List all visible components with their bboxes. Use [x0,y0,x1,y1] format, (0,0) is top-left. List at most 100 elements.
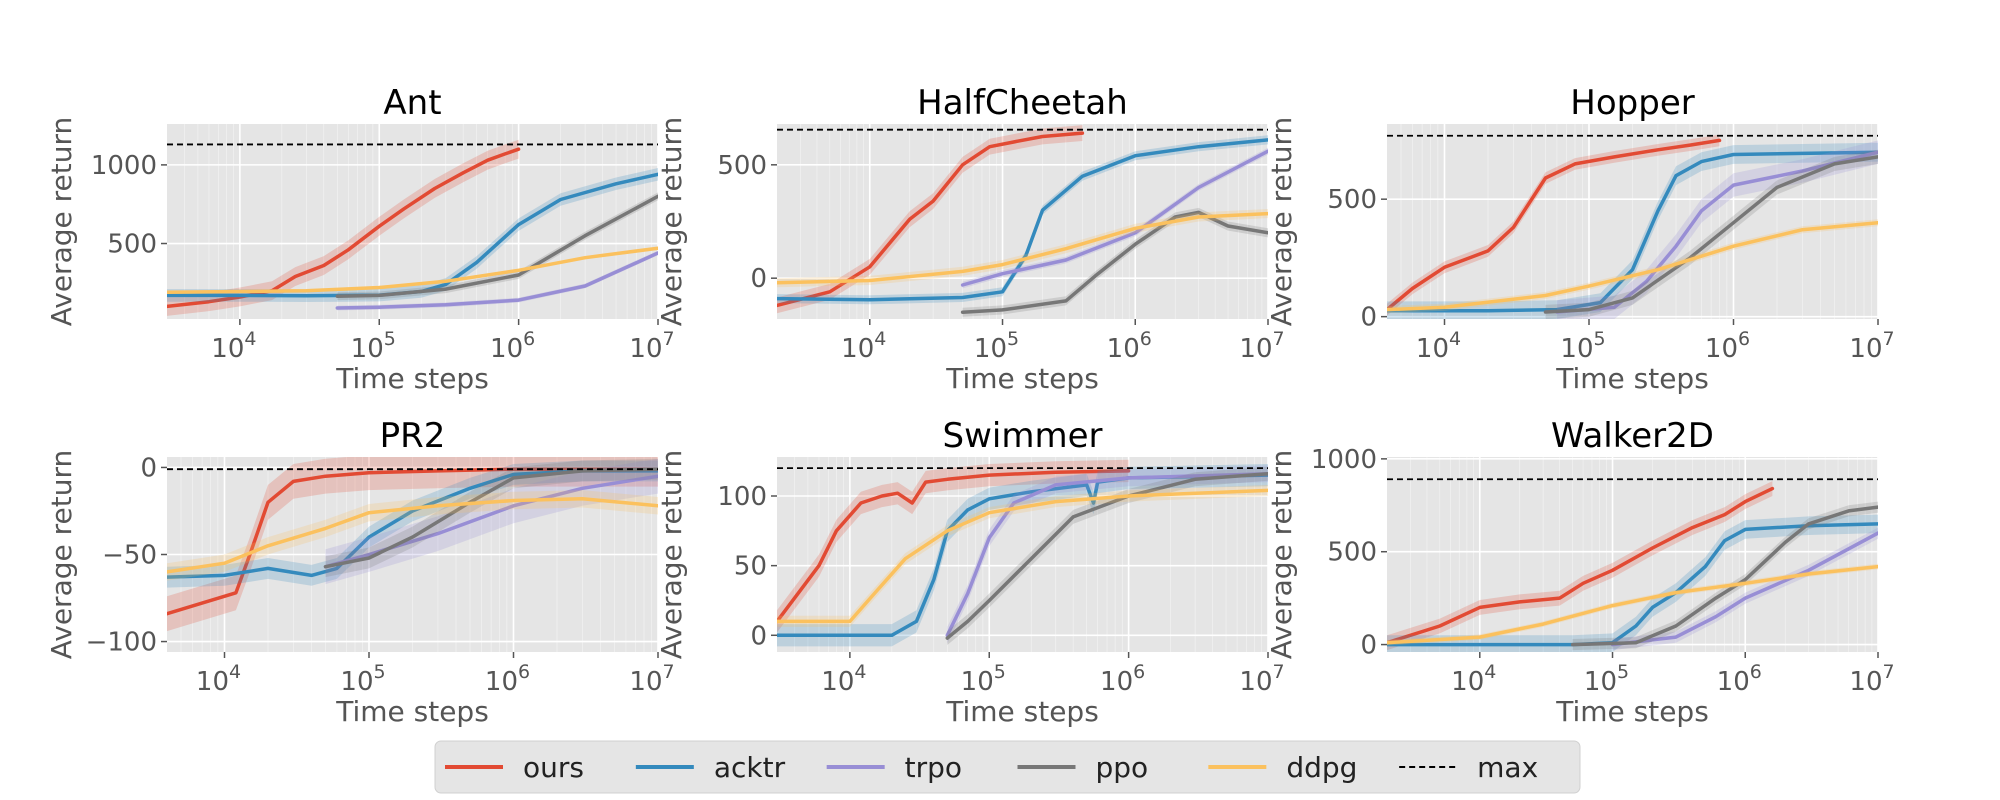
line-ddpg [777,488,1268,624]
line-ours [1387,138,1722,312]
legend-label-acktr: acktr [714,751,786,784]
line-ppo [1543,155,1878,314]
legend: ours acktr trpo ppo ddpg max [434,740,1581,794]
y-tick-label: 0 [1360,631,1377,661]
series-group [167,139,658,316]
y-tick-label: 1000 [1311,445,1377,475]
legend-label-trpo: trpo [905,751,962,784]
x-tick-label: 107 [629,328,674,364]
line-ddpg [167,246,658,295]
x-tick-label: 104 [821,661,866,697]
band-ours [1387,134,1720,316]
x-axis-label: Time steps [335,362,489,395]
x-tick-label: 105 [351,328,396,364]
series-group [1387,478,1878,652]
series-group [777,459,1268,647]
line-trpo [945,471,1268,638]
panel-title: Walker2D [1551,416,1714,456]
y-tick-label: 500 [1327,538,1377,568]
legend-label-ddpg: ddpg [1286,751,1357,784]
line-ddpg [1387,220,1878,312]
band-trpo [1556,140,1878,319]
line-ppo [335,194,658,298]
band-ours [167,457,658,632]
x-axis-label: Time steps [1555,362,1709,395]
x-tick-label: 105 [974,328,1019,364]
x-tick-label: 104 [196,661,241,697]
panel-ant: 104 105 106 107 500 1000 Ant Time steps Average … [45,83,675,395]
series-group [777,125,1268,317]
x-tick-label: 105 [961,661,1006,697]
y-tick-label: 500 [1327,185,1377,215]
line-acktr [1387,150,1878,313]
panel-title: Hopper [1570,83,1694,123]
x-tick-label: 106 [1705,328,1750,364]
y-tick-label: 50 [734,552,767,582]
panel-title: PR2 [380,416,446,456]
y-tick-label: 500 [107,230,157,260]
x-tick-label: 105 [340,661,385,697]
line-trpo [335,251,658,310]
line-trpo [960,149,1268,287]
x-tick-label: 107 [1239,661,1284,697]
x-axis-label: Time steps [335,695,489,728]
y-axis-label: Average return [45,117,78,327]
panel-halfcheetah: 104 105 106 107 0 500 HalfCheetah Time steps Ave… [655,83,1285,395]
line-ppo [945,471,1268,640]
panel-swimmer: 104 105 106 107 0 50 100 Swimmer Time steps Avera… [655,416,1285,728]
panel-title: Swimmer [943,416,1103,456]
x-tick-label: 105 [1560,328,1605,364]
y-tick-label: −100 [86,628,157,658]
y-tick-label: 100 [717,482,767,512]
panel-title: HalfCheetah [917,83,1128,123]
plot-area [777,457,1268,652]
line-ddpg [167,497,658,574]
x-tick-label: 104 [211,328,256,364]
series-group [1387,134,1878,319]
band-ours [777,125,1083,314]
x-tick-label: 107 [1849,661,1894,697]
band-ppo [325,458,658,578]
series-group [167,457,658,632]
band-ours [167,139,519,316]
legend-label-max: max [1477,751,1538,784]
y-tick-label: −50 [102,541,157,571]
line-trpo [1610,531,1878,647]
line-ours [777,469,1131,624]
x-tick-label: 107 [1849,328,1894,364]
y-tick-label: 0 [750,264,767,294]
band-trpo [1612,527,1878,651]
y-tick-label: 1000 [91,151,157,181]
panel-title: Ant [383,83,441,123]
line-acktr [777,138,1268,302]
x-axis-label: Time steps [945,695,1099,728]
panel-pr2: 104 105 106 107 −100 −50 0 PR2 Time steps Average… [45,416,675,728]
x-tick-label: 106 [490,328,535,364]
band-ddpg [777,209,1268,288]
legend-label-ours: ours [523,751,584,784]
x-tick-label: 104 [1451,661,1496,697]
line-ddpg [1387,564,1878,645]
legend-box [434,740,1581,794]
x-tick-label: 107 [629,661,674,697]
gridlines [167,124,658,319]
band-ddpg [1387,563,1878,646]
x-tick-label: 106 [1107,328,1152,364]
x-tick-label: 107 [1239,328,1284,364]
band-trpo [962,147,1268,289]
legend-label-ppo: ppo [1096,751,1149,784]
x-tick-label: 104 [841,328,886,364]
plot-area [777,124,1268,319]
y-axis-label: Average return [655,117,688,327]
y-axis-label: Average return [45,450,78,660]
y-axis-label: Average return [1265,450,1298,660]
y-tick-label: 0 [140,453,157,483]
band-ppo [962,207,1268,317]
x-axis-label: Time steps [945,362,1099,395]
line-ppo [1570,505,1878,647]
x-tick-label: 106 [1717,661,1762,697]
y-tick-label: 500 [717,151,767,181]
x-axis-label: Time steps [1555,695,1709,728]
x-tick-label: 104 [1416,328,1461,364]
y-axis-label: Average return [655,450,688,660]
